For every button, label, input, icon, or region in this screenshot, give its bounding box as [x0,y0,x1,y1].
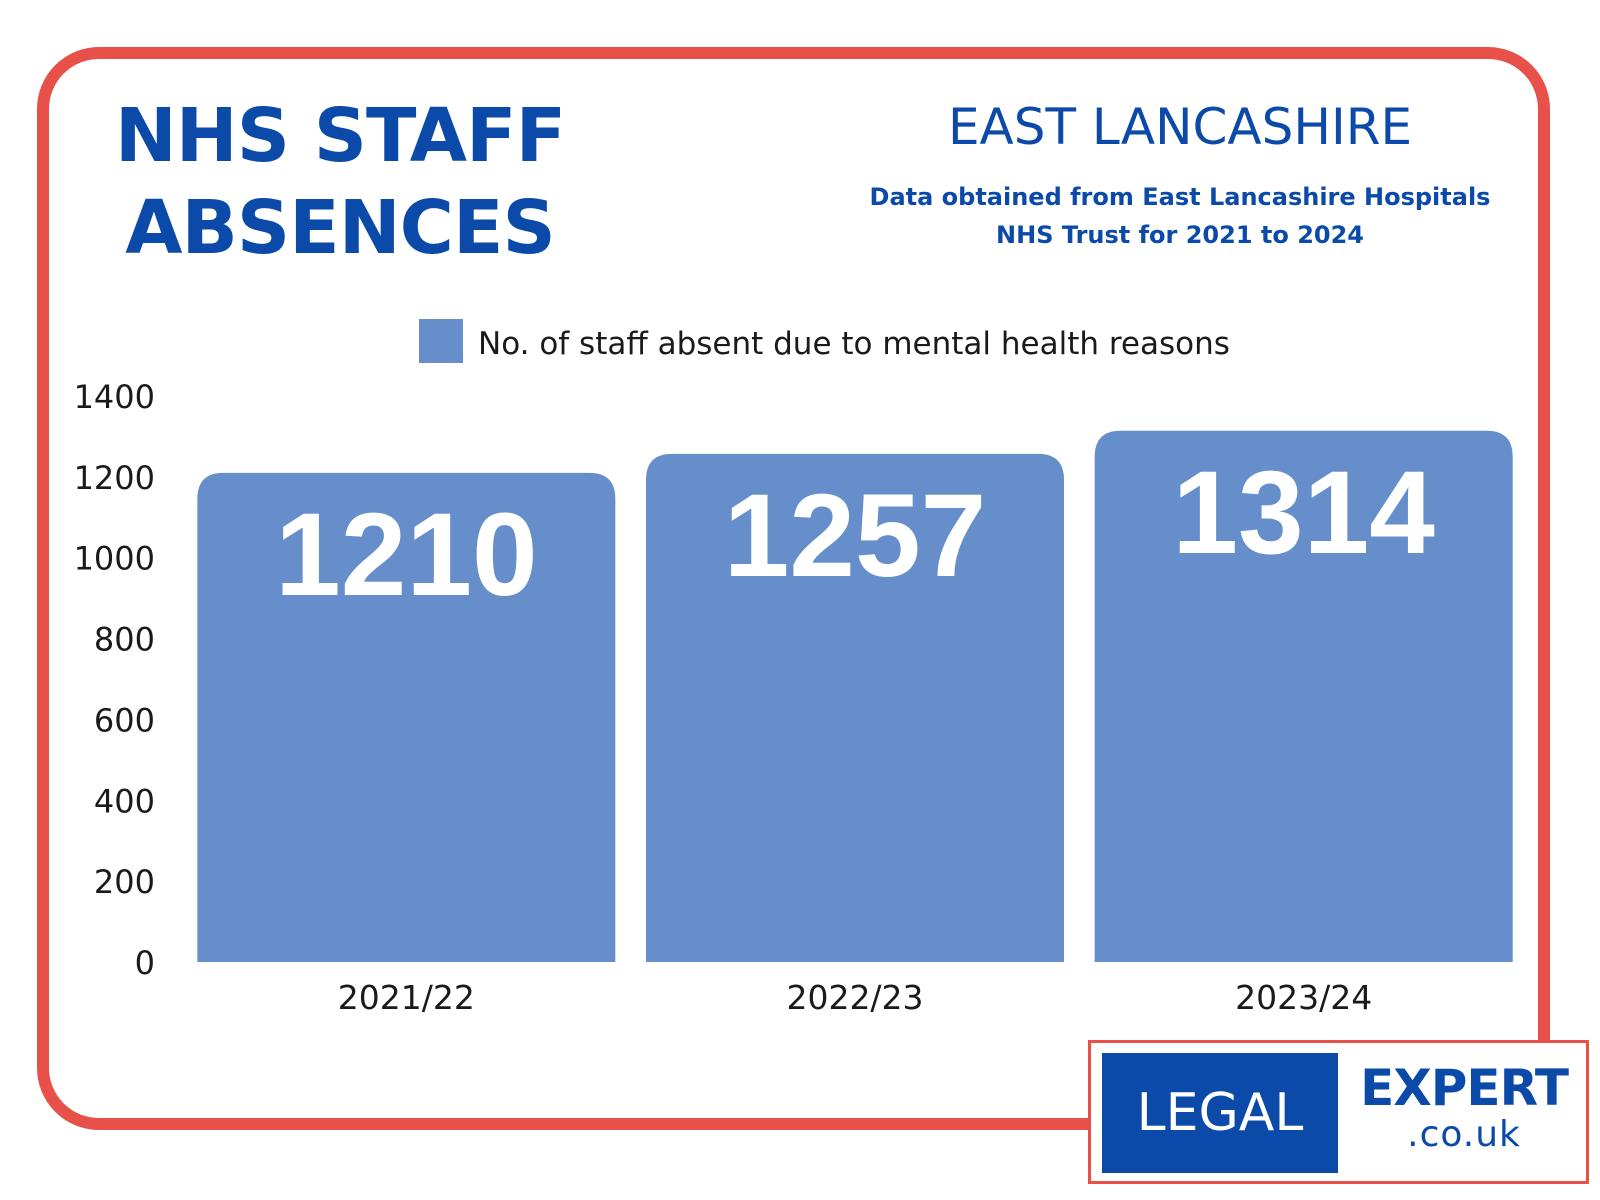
page-title: NHS STAFF ABSENCES [80,90,600,274]
y-tick-label: 0 [135,944,155,982]
x-tick-label: 2022/23 [786,978,923,1017]
source-line-2: NHS Trust for 2021 to 2024 [996,221,1364,249]
y-tick-label: 600 [94,701,155,739]
logo-legal-text: LEGAL [1102,1053,1338,1173]
legal-expert-logo: LEGAL EXPERT .co.uk [1088,1040,1589,1184]
bar-value-label: 1314 [1172,447,1435,579]
logo-domain-text: .co.uk [1407,1114,1521,1155]
logo-right-block: EXPERT .co.uk [1341,1059,1587,1153]
y-tick-label: 1400 [74,378,155,416]
x-tick-label: 2023/24 [1235,978,1372,1017]
y-tick-label: 1000 [74,540,155,578]
bar-value-label: 1210 [275,489,538,621]
legend-label: No. of staff absent due to mental health… [478,326,1230,362]
bar [197,472,616,962]
source-line-1: Data obtained from East Lancashire Hospi… [869,183,1491,211]
bar-value-label: 1257 [724,470,987,602]
region-heading: EAST LANCASHIRE [947,98,1413,156]
legend-swatch [419,319,463,363]
data-source-note: Data obtained from East Lancashire Hospi… [860,178,1500,254]
y-tick-label: 400 [94,782,155,820]
x-tick-label: 2021/22 [338,978,475,1017]
bar [646,453,1064,962]
y-tick-label: 1200 [74,459,155,497]
title-line-1: NHS STAFF [114,93,566,179]
title-line-2: ABSENCES [125,185,556,271]
bar [1094,430,1513,963]
y-tick-label: 800 [94,621,155,659]
logo-expert-text: EXPERT [1360,1059,1569,1117]
y-tick-label: 200 [94,863,155,901]
